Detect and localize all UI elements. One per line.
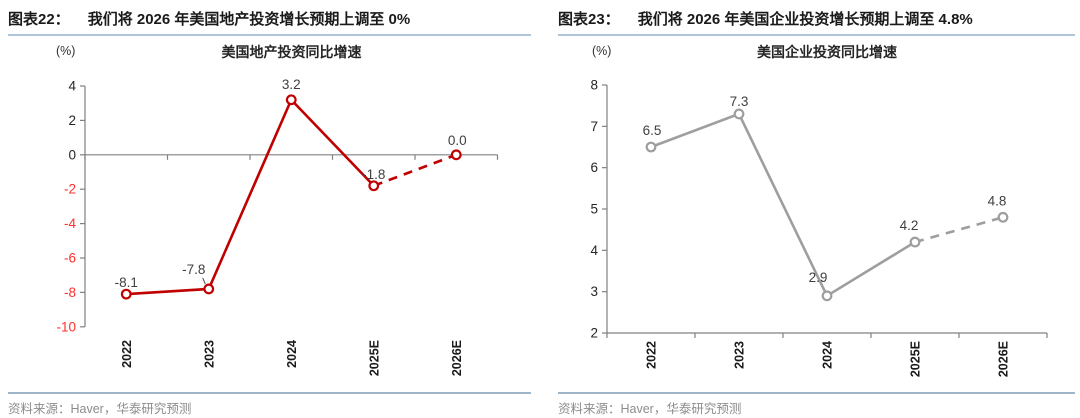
x-category-label: 2026E bbox=[997, 341, 1011, 377]
y-tick-label: 6 bbox=[590, 160, 598, 175]
y-tick-label: 7 bbox=[590, 119, 598, 134]
x-category-label: 2026E bbox=[450, 340, 464, 376]
data-point-marker bbox=[450, 149, 462, 161]
x-category-label: 2022 bbox=[645, 341, 659, 369]
y-tick-label: -2 bbox=[64, 182, 76, 197]
y-tick-label: 0 bbox=[68, 147, 76, 162]
y-tick-label: 4 bbox=[68, 79, 76, 94]
data-point-marker bbox=[285, 94, 297, 106]
data-point-marker bbox=[645, 141, 657, 153]
data-point-marker bbox=[733, 108, 745, 120]
data-point-label: 2.9 bbox=[809, 270, 828, 285]
data-point-label: 6.5 bbox=[643, 123, 662, 138]
figure-22-header-underline bbox=[8, 34, 531, 36]
figure-22-header-title: 我们将 2026 年美国地产投资增长预期上调至 0% bbox=[87, 11, 411, 28]
data-point-marker bbox=[909, 236, 921, 248]
data-point-marker bbox=[203, 283, 215, 295]
figure-22-header: 图表22： 我们将 2026 年美国地产投资增长预期上调至 0% bbox=[8, 8, 531, 34]
y-tick-label: 3 bbox=[590, 284, 598, 299]
chart-title: 美国地产投资同比增速 bbox=[221, 44, 362, 60]
x-category-label: 2023 bbox=[733, 341, 747, 369]
y-tick-label: -6 bbox=[64, 251, 76, 266]
y-tick-label: 4 bbox=[590, 243, 598, 258]
figure-23-header-underline bbox=[558, 34, 1075, 36]
x-category-label: 2024 bbox=[285, 340, 299, 368]
data-label-leader-line bbox=[202, 277, 206, 285]
data-point-label: 3.2 bbox=[282, 77, 301, 92]
series-line-forecast-dashed bbox=[914, 216, 1004, 244]
figure-23-source-divider bbox=[558, 392, 1075, 394]
data-point-label: -1.8 bbox=[362, 167, 385, 182]
y-tick-label: 5 bbox=[590, 202, 598, 217]
data-point-label: 4.2 bbox=[900, 218, 919, 233]
line-chart-us-corporate-investment: 2 3 4 5 6 7 8 2022 2023 2024 2025E 2026E 6.5 7.3 2.9 4.… bbox=[590, 78, 1048, 377]
figure-23-chart-area: (%) 美国企业投资同比增速 2 3 4 5 6 7 8 2022 2023 2024 2025E 2… bbox=[558, 36, 1075, 392]
figure-23: 图表23： 我们将 2026 年美国企业投资增长预期上调至 4.8% (%) 美… bbox=[558, 8, 1075, 417]
figure-22: 图表22： 我们将 2026 年美国地产投资增长预期上调至 0% (%) 美国地… bbox=[8, 8, 531, 417]
series-line-solid bbox=[650, 112, 916, 298]
series-line-solid bbox=[126, 97, 375, 296]
figure-22-source-note: 资料来源：Haver，华泰研究预测 bbox=[8, 402, 192, 416]
data-point-label: -7.8 bbox=[182, 262, 205, 277]
figure-23-header-title: 我们将 2026 年美国企业投资增长预期上调至 4.8% bbox=[637, 11, 973, 28]
figure-22-chart-area: (%) 美国地产投资同比增速 -10 -8 -6 -4 -2 0 2 4 2022 2023 202… bbox=[8, 36, 531, 392]
x-category-label: 2024 bbox=[821, 341, 835, 369]
y-tick-label: -8 bbox=[64, 285, 76, 300]
data-point-marker bbox=[120, 288, 132, 300]
chart-title: 美国企业投资同比增速 bbox=[757, 44, 897, 60]
figure-22-number: 图表22： bbox=[8, 11, 70, 28]
y-tick-label: 2 bbox=[68, 113, 76, 128]
data-point-marker bbox=[997, 211, 1009, 223]
y-tick-label: -4 bbox=[64, 216, 76, 231]
x-category-label: 2023 bbox=[202, 340, 216, 368]
figure-23-header: 图表23： 我们将 2026 年美国企业投资增长预期上调至 4.8% bbox=[558, 8, 1075, 34]
data-point-label: 7.3 bbox=[730, 94, 749, 109]
x-category-label: 2025E bbox=[367, 340, 381, 376]
data-point-label: 0.0 bbox=[448, 133, 467, 148]
x-category-label: 2025E bbox=[909, 341, 923, 377]
data-point-marker bbox=[821, 290, 833, 302]
y-axis-unit-label: (%) bbox=[56, 44, 76, 58]
y-tick-label: 2 bbox=[590, 326, 598, 341]
data-point-label: 4.8 bbox=[988, 193, 1007, 208]
figure-22-source-divider bbox=[8, 392, 531, 394]
data-point-marker bbox=[368, 180, 380, 192]
y-tick-label: 8 bbox=[590, 78, 598, 93]
y-tick-label: -10 bbox=[56, 319, 76, 334]
data-point-label: -8.1 bbox=[115, 275, 138, 290]
figure-23-source-note: 资料来源：Haver，华泰研究预测 bbox=[558, 402, 742, 416]
line-chart-us-real-estate-investment: -10 -8 -6 -4 -2 0 2 4 2022 2023 2024 2025E 2026E -8.1… bbox=[56, 77, 499, 376]
y-axis-unit-label: (%) bbox=[592, 44, 612, 58]
figure-23-number: 图表23： bbox=[558, 11, 620, 28]
x-category-label: 2022 bbox=[120, 340, 134, 368]
